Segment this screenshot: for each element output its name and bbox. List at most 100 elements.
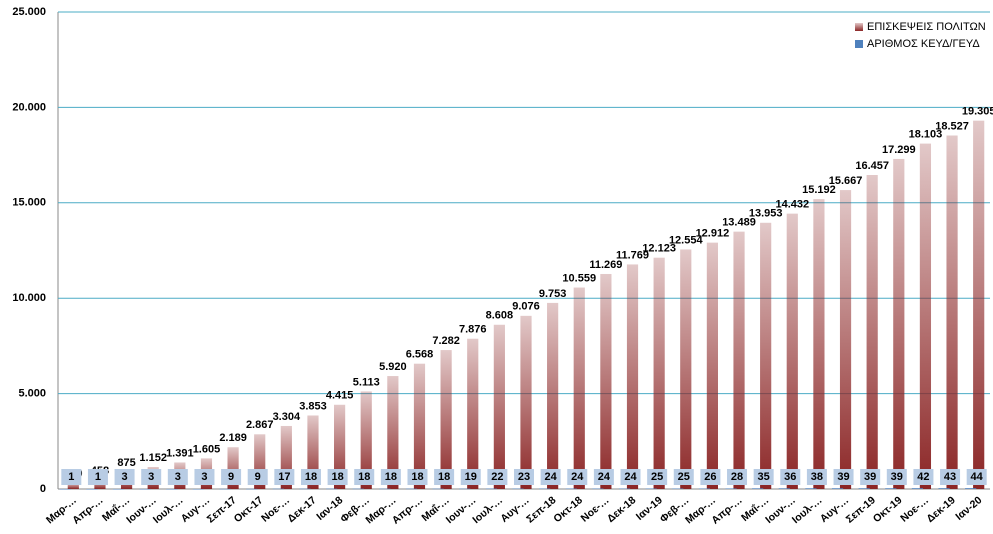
value-label: 9.076 — [512, 301, 540, 313]
value-label-box — [780, 469, 801, 485]
value-label: 1.152 — [139, 452, 167, 464]
bar — [512, 488, 524, 490]
value-label: 43 — [944, 471, 956, 483]
value-label-box — [647, 469, 668, 485]
value-label: 36 — [784, 471, 796, 483]
bar — [938, 488, 950, 489]
value-label-box — [194, 469, 215, 485]
bar — [547, 302, 559, 489]
value-label-box — [833, 469, 854, 485]
bar — [307, 415, 319, 489]
bar — [67, 483, 79, 489]
x-tick-label: Ιαν-20 — [953, 494, 984, 523]
value-label: 18.527 — [935, 120, 969, 132]
value-label: 1 — [68, 471, 74, 483]
bar — [379, 488, 391, 490]
value-label-box — [966, 469, 987, 485]
value-label: 24 — [598, 471, 611, 483]
value-label-box — [753, 469, 774, 485]
y-tick-label: 5.000 — [18, 388, 46, 400]
bar — [573, 287, 585, 489]
value-label-box — [141, 469, 162, 485]
value-label: 24 — [571, 471, 584, 483]
value-label: 39 — [864, 471, 876, 483]
value-label: 875 — [117, 457, 135, 469]
bar — [839, 190, 852, 489]
value-label-box — [380, 469, 401, 485]
x-tick-label: Ιουλ-… — [151, 494, 186, 526]
value-label: 7.282 — [432, 335, 460, 347]
value-label: 11.269 — [589, 259, 622, 271]
value-label: 18 — [385, 471, 397, 483]
value-label: 26 — [704, 471, 716, 483]
x-tick-label: Δεκ-19 — [924, 494, 958, 525]
bar — [326, 488, 338, 490]
value-label-box — [87, 469, 108, 485]
bar — [893, 158, 905, 490]
bar — [352, 488, 364, 490]
bar — [413, 363, 426, 489]
value-label: 13.489 — [722, 217, 756, 229]
value-label: 18 — [305, 471, 317, 483]
value-label: 3.853 — [299, 400, 327, 412]
value-label-box — [487, 469, 508, 485]
bar — [493, 324, 505, 489]
value-label: 39 — [891, 471, 903, 483]
value-label: 3 — [201, 471, 207, 483]
x-tick-label: Απρ-… — [709, 494, 744, 526]
bar — [565, 488, 577, 490]
x-tick-label: Ιουλ-… — [790, 494, 825, 526]
x-tick-label: Σεπ-18 — [524, 494, 558, 525]
x-tick-label: Δεκ-18 — [605, 494, 639, 525]
value-label: 9.753 — [539, 288, 567, 300]
value-label: 17 — [278, 471, 290, 483]
bar — [965, 488, 977, 489]
y-tick-label: 15.000 — [12, 197, 46, 209]
value-label: 3 — [122, 471, 128, 483]
value-label: 2.189 — [219, 432, 247, 444]
bar — [440, 350, 452, 489]
bar — [467, 338, 479, 489]
value-label: 18.103 — [909, 129, 943, 141]
value-label-box — [300, 469, 321, 485]
bar — [786, 213, 798, 489]
value-label: 39 — [837, 471, 849, 483]
value-label: 5.113 — [353, 376, 380, 388]
bar — [432, 488, 444, 490]
bar — [973, 120, 985, 490]
value-label-box — [593, 469, 614, 485]
value-label-box — [114, 469, 135, 485]
value-label-box — [247, 469, 268, 485]
value-label: 23 — [518, 471, 530, 483]
x-tick-label: Οκτ-19 — [871, 494, 905, 525]
bar — [166, 488, 178, 490]
bar — [592, 488, 604, 490]
bar — [725, 488, 737, 489]
bar — [626, 264, 639, 489]
bar — [387, 376, 399, 489]
bar — [219, 488, 231, 490]
bar — [778, 488, 790, 489]
bar — [653, 257, 665, 489]
bar — [680, 249, 692, 489]
value-label-box — [567, 469, 588, 485]
value-label: 25 — [678, 471, 690, 483]
value-label: 2.867 — [246, 419, 274, 431]
value-label-box — [407, 469, 428, 485]
x-tick-label: Απρ-… — [390, 494, 425, 526]
value-label-box — [514, 469, 534, 485]
value-label: 1.391 — [166, 447, 194, 459]
bar — [192, 488, 205, 490]
legend-swatch — [855, 23, 863, 31]
value-label: 6.568 — [406, 349, 434, 361]
value-label-box — [620, 469, 641, 485]
value-label: 4.415 — [326, 390, 354, 402]
bar — [405, 488, 418, 490]
bar — [760, 222, 772, 489]
x-tick-label: Απρ-… — [70, 494, 105, 526]
value-label-box — [327, 469, 348, 485]
x-tick-label: Νοε-… — [579, 494, 612, 524]
value-label: 22 — [491, 471, 503, 483]
value-label: 10.559 — [562, 272, 596, 284]
